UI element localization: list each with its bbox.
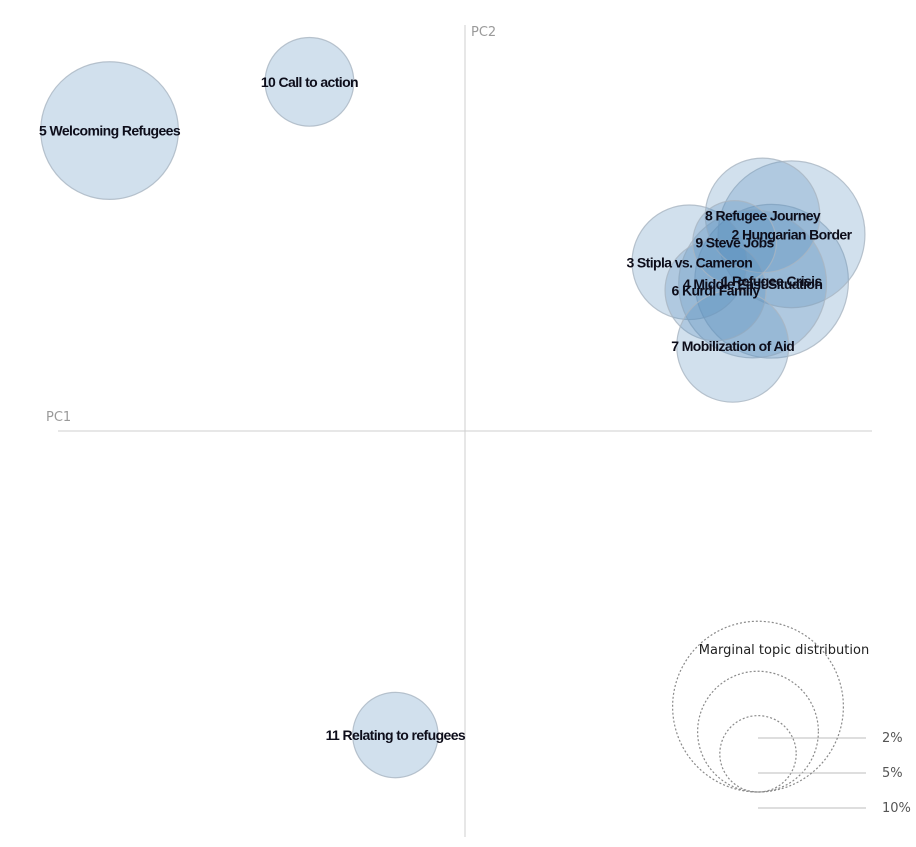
marginal-distribution-legend: Marginal topic distribution 2% 5% 10% xyxy=(672,620,911,816)
topic-bubble-11[interactable] xyxy=(352,691,439,779)
topic-label-10: 10 Call to action xyxy=(261,74,358,90)
legend-title: Marginal topic distribution xyxy=(699,643,869,658)
topic-bubble-6[interactable] xyxy=(664,239,767,342)
topic-label-6: 6 Kurdi Family xyxy=(671,282,760,298)
topic-bubble-8[interactable] xyxy=(704,157,821,274)
topic-label-1: 1 Refugee Crisis xyxy=(722,273,823,289)
topic-labels: 1 Refugee Crisis 2 Hungarian Border 3 Stip… xyxy=(39,74,853,743)
topic-label-2: 2 Hungarian Border xyxy=(732,226,853,242)
topic-bubble-3[interactable] xyxy=(631,204,748,321)
topic-label-9: 9 Steve Jobs xyxy=(695,234,774,250)
pc1-axis-label: PC1 xyxy=(46,410,71,425)
topic-bubble-7[interactable] xyxy=(676,289,790,403)
legend-value-2pct: 2% xyxy=(882,731,903,746)
topic-bubbles xyxy=(40,36,866,779)
topic-label-5: 5 Welcoming Refugees xyxy=(39,123,181,139)
topic-label-3: 3 Stipla vs. Cameron xyxy=(626,254,752,270)
topic-bubble-9[interactable] xyxy=(692,200,777,285)
topic-label-4: 4 Middle East Situation xyxy=(683,276,822,292)
legend-value-10pct: 10% xyxy=(882,801,911,816)
legend-value-5pct: 5% xyxy=(882,766,903,781)
legend-items: 2% 5% 10% xyxy=(672,620,911,816)
topic-label-7: 7 Mobilization of Aid xyxy=(671,338,794,354)
pc2-axis-label: PC2 xyxy=(471,25,496,40)
topic-bubble-4[interactable] xyxy=(678,209,828,359)
topic-label-8: 8 Refugee Journey xyxy=(705,207,821,223)
legend-circle-5pct xyxy=(697,670,819,793)
topic-label-11: 11 Relating to refugees xyxy=(326,727,466,743)
axes: PC1 PC2 xyxy=(46,25,872,837)
legend-circle-2pct xyxy=(719,715,797,793)
topic-bubble-2[interactable] xyxy=(717,160,866,309)
legend-circle-10pct xyxy=(672,620,844,793)
topic-bubble-5[interactable] xyxy=(40,61,179,200)
topic-bubble-10[interactable] xyxy=(264,36,355,127)
